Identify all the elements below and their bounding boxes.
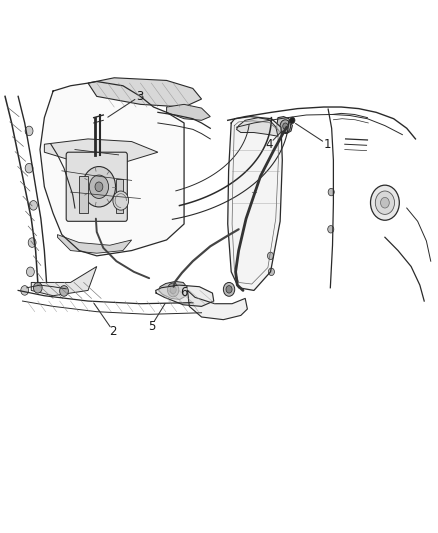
Circle shape [21,286,28,295]
Text: 1: 1 [324,138,331,151]
Circle shape [223,282,235,296]
Text: 5: 5 [148,320,155,333]
FancyBboxPatch shape [66,152,127,221]
Polygon shape [237,118,278,136]
Polygon shape [159,281,187,300]
Circle shape [170,286,176,294]
Circle shape [25,126,33,136]
Polygon shape [166,104,210,120]
Circle shape [33,282,42,293]
Bar [79,176,88,213]
Text: 6: 6 [180,286,188,298]
Circle shape [28,238,36,247]
Circle shape [328,225,334,233]
Circle shape [25,164,33,173]
Circle shape [29,200,37,210]
Circle shape [268,268,275,276]
Polygon shape [155,285,214,306]
Bar [117,179,123,213]
Polygon shape [187,290,247,320]
Circle shape [60,286,68,296]
Text: 4: 4 [265,138,273,151]
Circle shape [82,166,116,207]
Text: 3: 3 [136,90,143,103]
Circle shape [113,191,129,210]
Circle shape [268,252,274,260]
Circle shape [290,117,295,124]
Circle shape [95,182,103,191]
Circle shape [89,175,109,198]
Text: 2: 2 [110,325,117,338]
Circle shape [26,267,34,277]
Polygon shape [40,82,184,256]
Polygon shape [44,139,158,163]
Circle shape [375,191,395,214]
Circle shape [280,120,290,133]
Circle shape [328,188,334,196]
Circle shape [381,197,389,208]
Circle shape [167,283,179,297]
Circle shape [371,185,399,220]
Polygon shape [57,235,132,253]
Polygon shape [277,117,292,134]
Polygon shape [88,78,201,107]
Polygon shape [31,266,97,296]
Circle shape [283,123,288,130]
Circle shape [226,286,232,293]
Polygon shape [228,117,283,290]
